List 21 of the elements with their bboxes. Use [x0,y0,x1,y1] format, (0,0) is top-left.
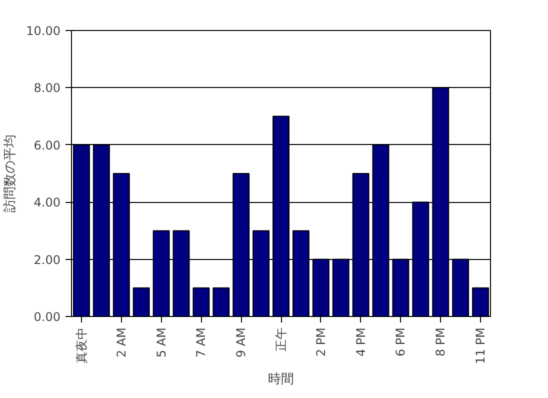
y-tick-label: 4.00 [34,196,60,210]
x-tick-label: 正午 [274,328,288,352]
y-tick-label: 8.00 [34,81,60,96]
x-tick-label: 11 PM [474,327,488,364]
y-tick-label: 0.00 [34,310,60,324]
y-axis-title: 訪問数の平均 [3,134,18,212]
x-tick-label: 8 PM [434,327,448,357]
y-tick-label: 10.00 [26,24,61,38]
x-tick-label: 6 PM [394,327,408,357]
x-tick-label: 4 PM [354,327,368,357]
bar [212,287,230,316]
y-tick-label: 2.00 [34,252,60,267]
x-tick-label: 5 AM [154,327,168,358]
bar [132,287,150,316]
x-tick-label: 9 AM [234,327,248,358]
y-tick-label: 6.00 [34,138,60,152]
x-axis-title: 時間 [268,372,294,388]
x-tick-label: 2 AM [114,327,128,358]
x-tick-label: 2 PM [314,327,328,357]
x-tick-label: 7 AM [194,327,208,358]
x-tick-label: 真夜中 [74,328,88,364]
